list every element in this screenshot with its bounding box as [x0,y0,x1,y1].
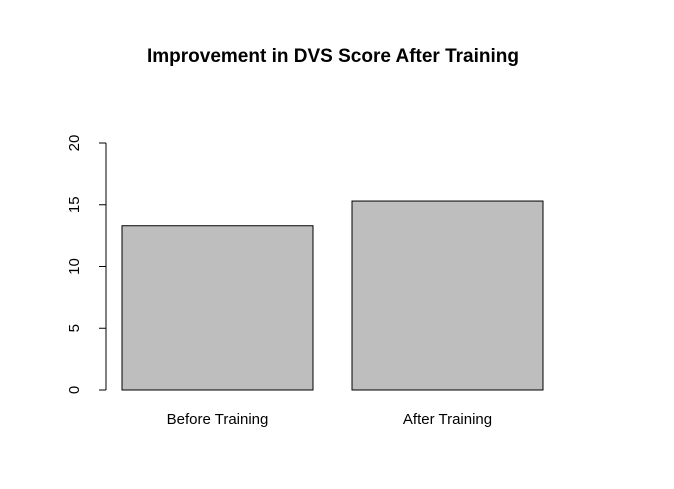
y-tick-label: 10 [66,258,83,275]
y-tick-label: 0 [66,386,83,394]
y-tick-label: 5 [66,324,83,332]
bar-1 [121,225,314,391]
bars [121,200,544,391]
y-axis: 0 5 10 15 20 [66,135,107,394]
y-tick-label: 15 [66,196,83,213]
category-labels: Before Training After Training [167,411,492,428]
category-label: Before Training [167,411,269,428]
bar-2 [351,200,544,391]
category-label: After Training [403,411,492,428]
y-tick-label: 20 [66,135,83,152]
chart-title: Improvement in DVS Score After Training [147,46,519,67]
